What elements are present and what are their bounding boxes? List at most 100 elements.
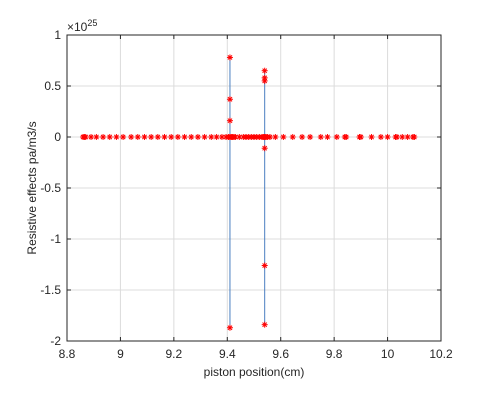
data-markers	[80, 54, 418, 331]
marker-stroke	[267, 134, 273, 140]
y-tick-label: -1.5	[40, 283, 61, 297]
data-point	[377, 134, 384, 140]
data-point	[236, 134, 243, 140]
x-tick-label: 10	[381, 347, 395, 361]
marker-stroke	[195, 134, 201, 140]
marker-stroke	[162, 134, 167, 140]
marker-stroke	[107, 134, 113, 140]
marker-stroke	[155, 134, 161, 140]
data-point	[168, 134, 175, 140]
y-axis-label: Resistive effects pa/m3/s	[25, 121, 39, 254]
data-point	[324, 134, 331, 140]
data-point	[174, 134, 181, 140]
marker-stroke	[182, 134, 187, 140]
data-point	[343, 134, 350, 140]
y-multiplier-exponent: 25	[87, 18, 97, 28]
data-point	[299, 134, 306, 140]
marker-stroke	[128, 134, 134, 140]
marker-stroke	[307, 134, 313, 140]
marker-stroke	[142, 134, 147, 140]
data-point	[226, 54, 233, 61]
data-point	[194, 134, 201, 140]
marker-stroke	[100, 134, 106, 140]
marker-stroke	[188, 134, 194, 140]
y-tick-label: -2	[50, 334, 61, 348]
marker-stroke	[290, 134, 296, 140]
y-tick-label: 1	[54, 28, 61, 42]
y-multiplier-base: ×10	[67, 20, 88, 34]
data-point	[411, 134, 418, 140]
x-axis-label: piston position(cm)	[204, 365, 305, 379]
data-point	[120, 134, 127, 140]
marker-stroke	[227, 118, 233, 124]
marker-stroke	[262, 322, 268, 328]
marker-stroke	[343, 134, 349, 140]
data-point	[181, 134, 188, 140]
marker-stroke	[208, 134, 214, 140]
marker-stroke	[272, 134, 278, 140]
marker-stroke	[219, 134, 225, 140]
marker-stroke	[227, 96, 233, 102]
x-tick-label: 10.2	[429, 347, 453, 361]
data-point	[267, 134, 274, 140]
marker-stroke	[88, 134, 94, 140]
data-point	[134, 134, 141, 140]
data-point	[404, 134, 411, 140]
marker-stroke	[148, 134, 154, 140]
x-tick-label: 8.8	[59, 347, 76, 361]
data-point	[393, 134, 400, 140]
x-tick-label: 9.6	[272, 347, 289, 361]
data-point	[88, 134, 95, 140]
data-point	[201, 134, 208, 140]
marker-stroke	[236, 134, 242, 140]
data-point	[226, 117, 233, 124]
marker-stroke	[325, 134, 330, 140]
x-tick-label: 9.4	[219, 347, 236, 361]
marker-stroke	[262, 145, 268, 151]
marker-stroke	[318, 134, 324, 140]
y-tick-label: -1	[50, 232, 61, 246]
marker-stroke	[405, 134, 411, 140]
data-point	[141, 134, 148, 140]
data-point	[148, 134, 155, 140]
data-point	[307, 134, 314, 140]
marker-stroke	[280, 134, 286, 140]
marker-stroke	[83, 134, 89, 140]
marker-stroke	[299, 134, 305, 140]
data-point	[213, 134, 220, 140]
marker-stroke	[168, 134, 174, 140]
marker-stroke	[262, 263, 268, 268]
connector-lines	[229, 57, 266, 328]
data-point	[128, 134, 135, 140]
marker-stroke	[227, 54, 233, 60]
marker-stroke	[358, 134, 364, 140]
data-point	[161, 134, 168, 140]
marker-stroke	[93, 134, 99, 140]
marker-stroke	[175, 134, 181, 140]
data-point	[317, 134, 324, 140]
marker-stroke	[378, 134, 384, 140]
marker-stroke	[369, 134, 374, 140]
data-point	[208, 134, 215, 140]
x-axis-ticks: 8.8 9 9.2 9.4 9.6 9.8 10 10.2	[59, 35, 453, 361]
marker-stroke	[135, 134, 141, 140]
data-point	[226, 324, 233, 331]
marker-stroke	[214, 134, 220, 140]
data-point	[289, 134, 296, 140]
data-point	[272, 134, 279, 140]
data-point	[368, 134, 375, 140]
y-multiplier: ×1025	[67, 18, 97, 34]
marker-stroke	[227, 325, 233, 331]
data-point	[261, 321, 268, 328]
data-point	[93, 134, 100, 140]
data-point	[261, 262, 268, 269]
marker-stroke	[232, 134, 238, 140]
x-tick-label: 9.8	[326, 347, 343, 361]
data-point	[399, 134, 406, 140]
marker-stroke	[113, 134, 119, 140]
data-point	[333, 134, 340, 140]
data-point	[154, 134, 161, 140]
y-tick-label: 0.5	[44, 79, 61, 93]
